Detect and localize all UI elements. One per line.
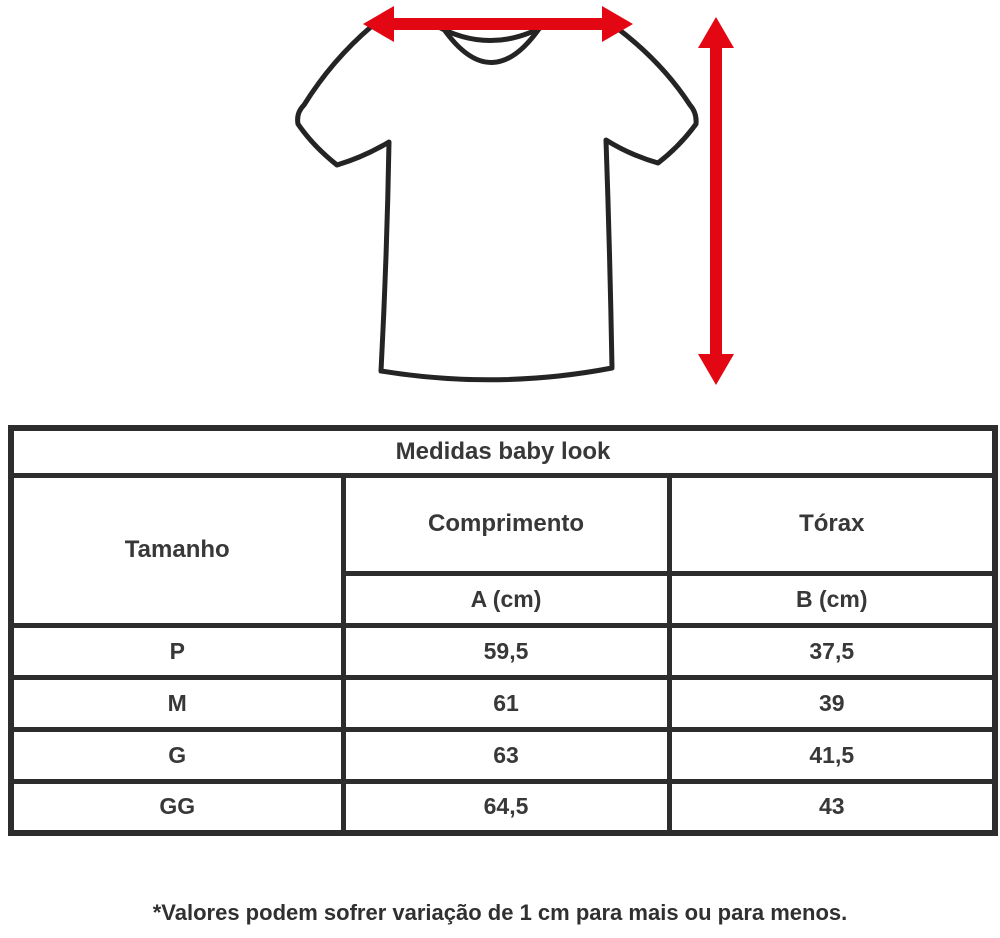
size-cell: G <box>8 726 346 784</box>
size-column-header: Tamanho <box>8 472 346 628</box>
length-arrow-top-head <box>698 17 734 48</box>
chest-cell: 39 <box>666 674 998 732</box>
tshirt-measurement-diagram <box>0 0 1000 425</box>
length-column-header: Comprimento <box>340 472 672 576</box>
tshirt-diagram-svg <box>295 6 734 385</box>
table-row-gg: GG 64,5 43 <box>8 778 998 836</box>
chest-cell: 43 <box>666 778 998 836</box>
chest-subheader: B (cm) <box>666 570 998 628</box>
chest-column-header: Tórax <box>666 472 998 576</box>
length-subheader: A (cm) <box>340 570 672 628</box>
table-subheader-row: A (cm) B (cm) <box>11 570 998 628</box>
length-cell: 59,5 <box>340 622 672 680</box>
table-header-row: Tamanho Comprimento Tórax <box>8 472 998 628</box>
width-measurement-arrow <box>363 6 633 42</box>
tshirt-collar <box>440 23 544 65</box>
tshirt-outline <box>295 19 699 383</box>
table-row-m: M 61 39 <box>8 674 998 732</box>
length-cell: 63 <box>340 726 672 784</box>
length-cell: 61 <box>340 674 672 732</box>
table-title-row: Medidas baby look <box>8 425 998 478</box>
measurements-table: Medidas baby look Tamanho Comprimento Tó… <box>8 425 999 836</box>
length-measurement-arrow <box>698 17 734 385</box>
width-arrow-left-head <box>363 6 394 42</box>
width-arrow-right-head <box>602 6 633 42</box>
size-cell: GG <box>8 778 346 836</box>
variation-footnote: *Valores podem sofrer variação de 1 cm p… <box>152 900 848 925</box>
table-title: Medidas baby look <box>8 425 998 478</box>
size-cell: M <box>8 674 346 732</box>
size-cell: P <box>8 622 346 680</box>
chest-cell: 37,5 <box>666 622 998 680</box>
table-row-p: P 59,5 37,5 <box>8 622 998 680</box>
length-arrow-bottom-head <box>698 354 734 385</box>
chest-cell: 41,5 <box>666 726 998 784</box>
table-row-g: G 63 41,5 <box>8 726 998 784</box>
length-cell: 64,5 <box>340 778 672 836</box>
